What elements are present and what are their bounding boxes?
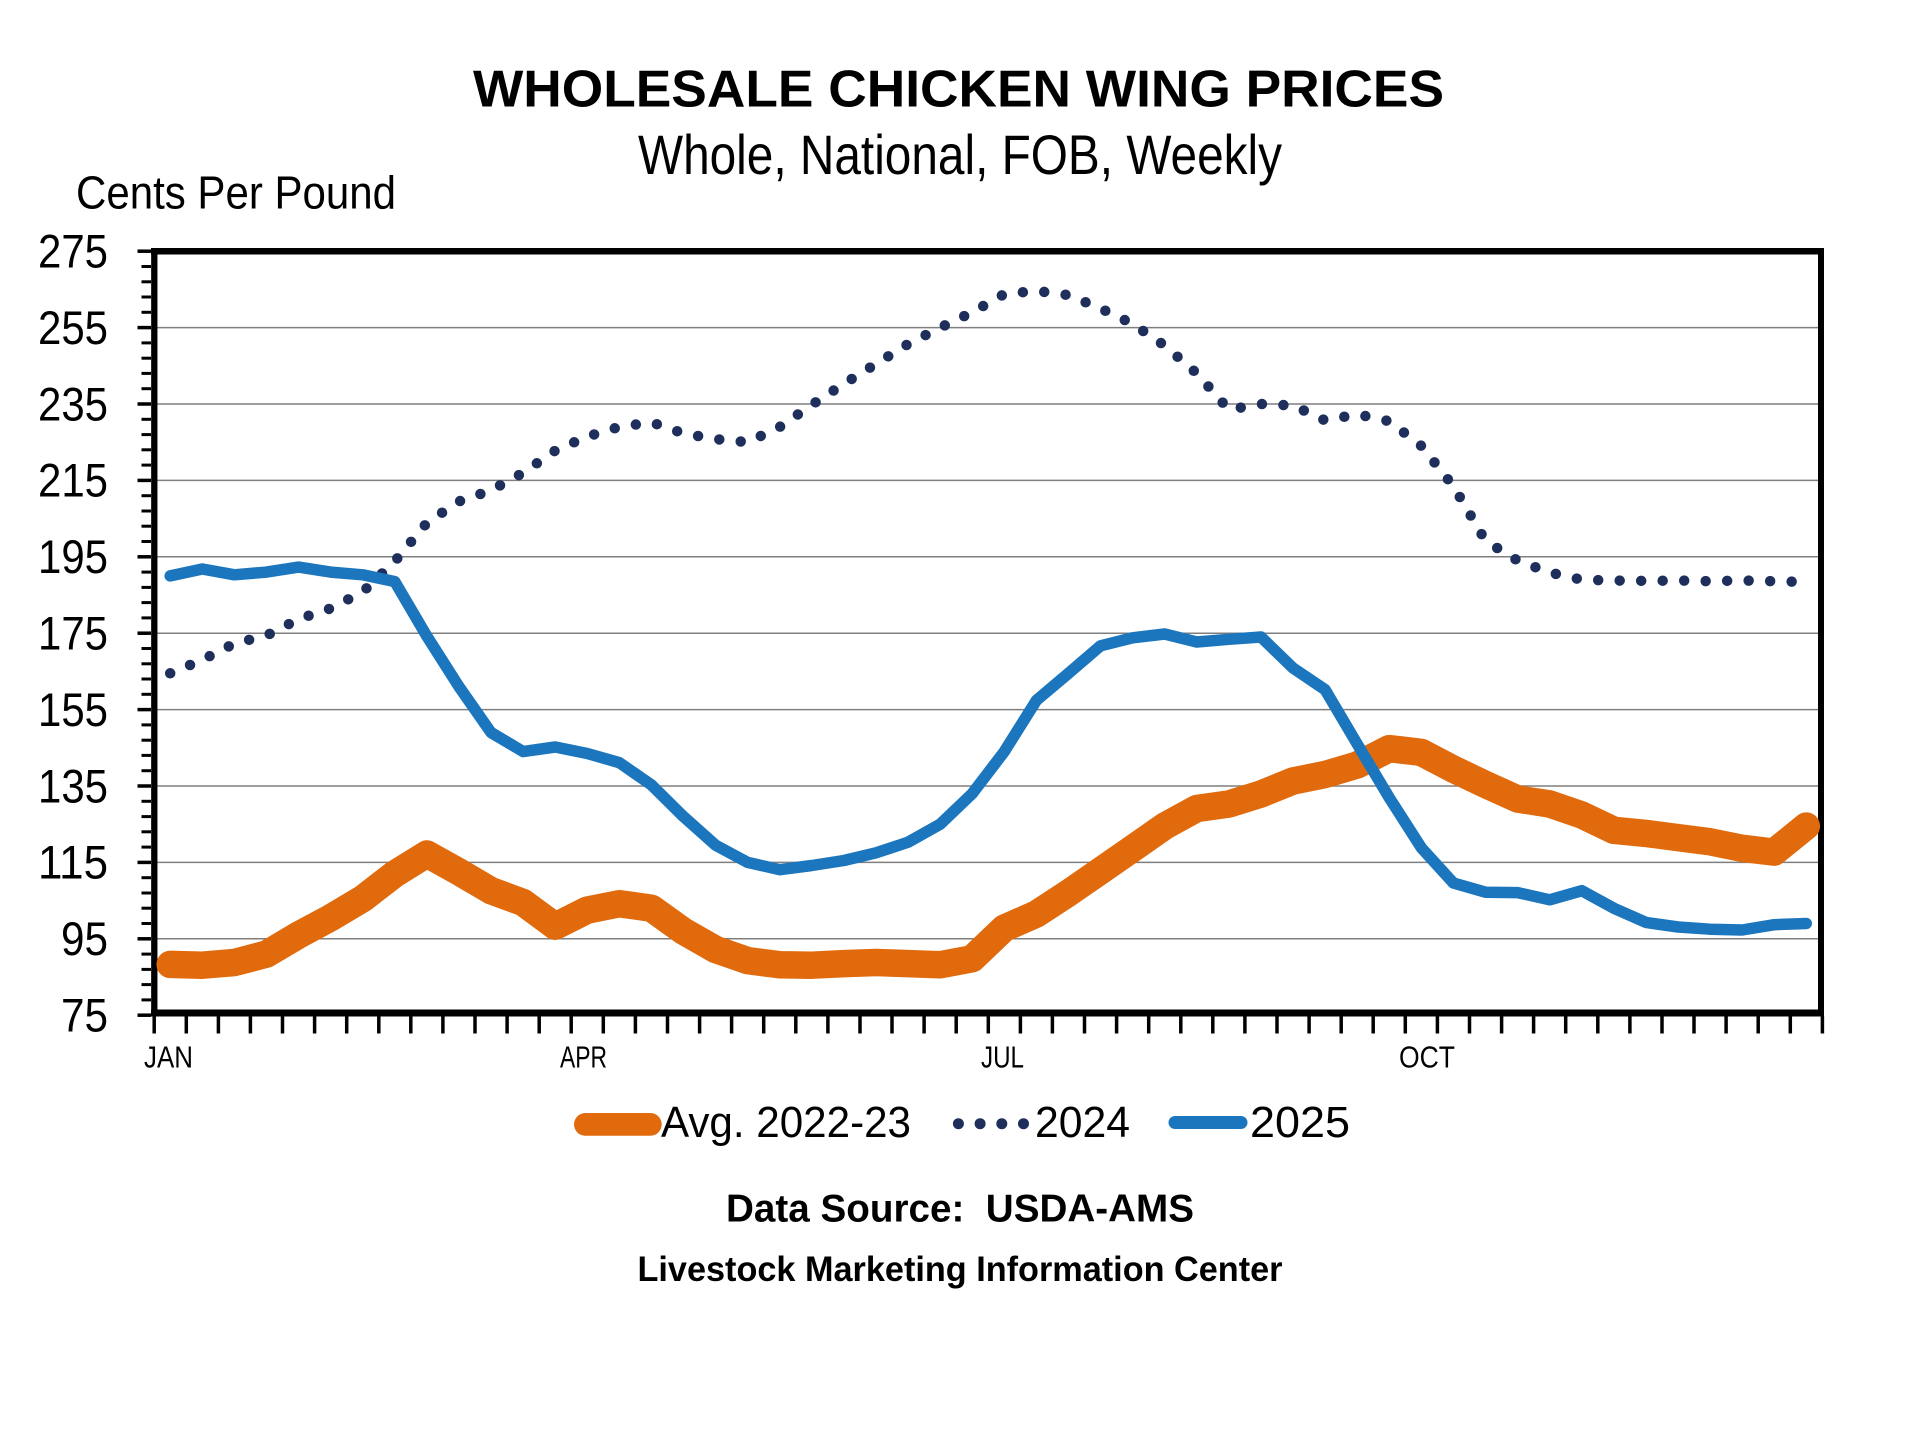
svg-text:Data Source: USDA-AMS: Data Source: USDA-AMS — [726, 1188, 1194, 1231]
svg-text:215: 215 — [38, 454, 108, 507]
svg-text:2024: 2024 — [1035, 1098, 1130, 1147]
svg-text:75: 75 — [61, 989, 108, 1042]
svg-text:JAN: JAN — [144, 1041, 193, 1075]
svg-text:95: 95 — [61, 912, 108, 965]
svg-text:255: 255 — [38, 301, 108, 354]
svg-text:235: 235 — [38, 377, 108, 430]
svg-text:APR: APR — [560, 1041, 607, 1075]
svg-text:OCT: OCT — [1399, 1041, 1455, 1075]
svg-text:275: 275 — [38, 225, 108, 278]
svg-text:175: 175 — [38, 607, 108, 660]
svg-text:115: 115 — [38, 836, 108, 889]
svg-text:Avg. 2022-23: Avg. 2022-23 — [661, 1098, 911, 1147]
svg-text:155: 155 — [38, 683, 108, 736]
svg-text:Livestock Marketing Informatio: Livestock Marketing Information Center — [638, 1249, 1283, 1289]
svg-text:Whole, National, FOB, Weekly: Whole, National, FOB, Weekly — [638, 123, 1282, 186]
svg-text:WHOLESALE CHICKEN WING PRICES: WHOLESALE CHICKEN WING PRICES — [473, 61, 1444, 119]
svg-text:Cents Per Pound: Cents Per Pound — [76, 167, 396, 219]
svg-text:JUL: JUL — [981, 1041, 1024, 1075]
svg-text:2025: 2025 — [1250, 1098, 1350, 1147]
svg-text:195: 195 — [38, 530, 108, 583]
svg-text:135: 135 — [38, 759, 108, 812]
